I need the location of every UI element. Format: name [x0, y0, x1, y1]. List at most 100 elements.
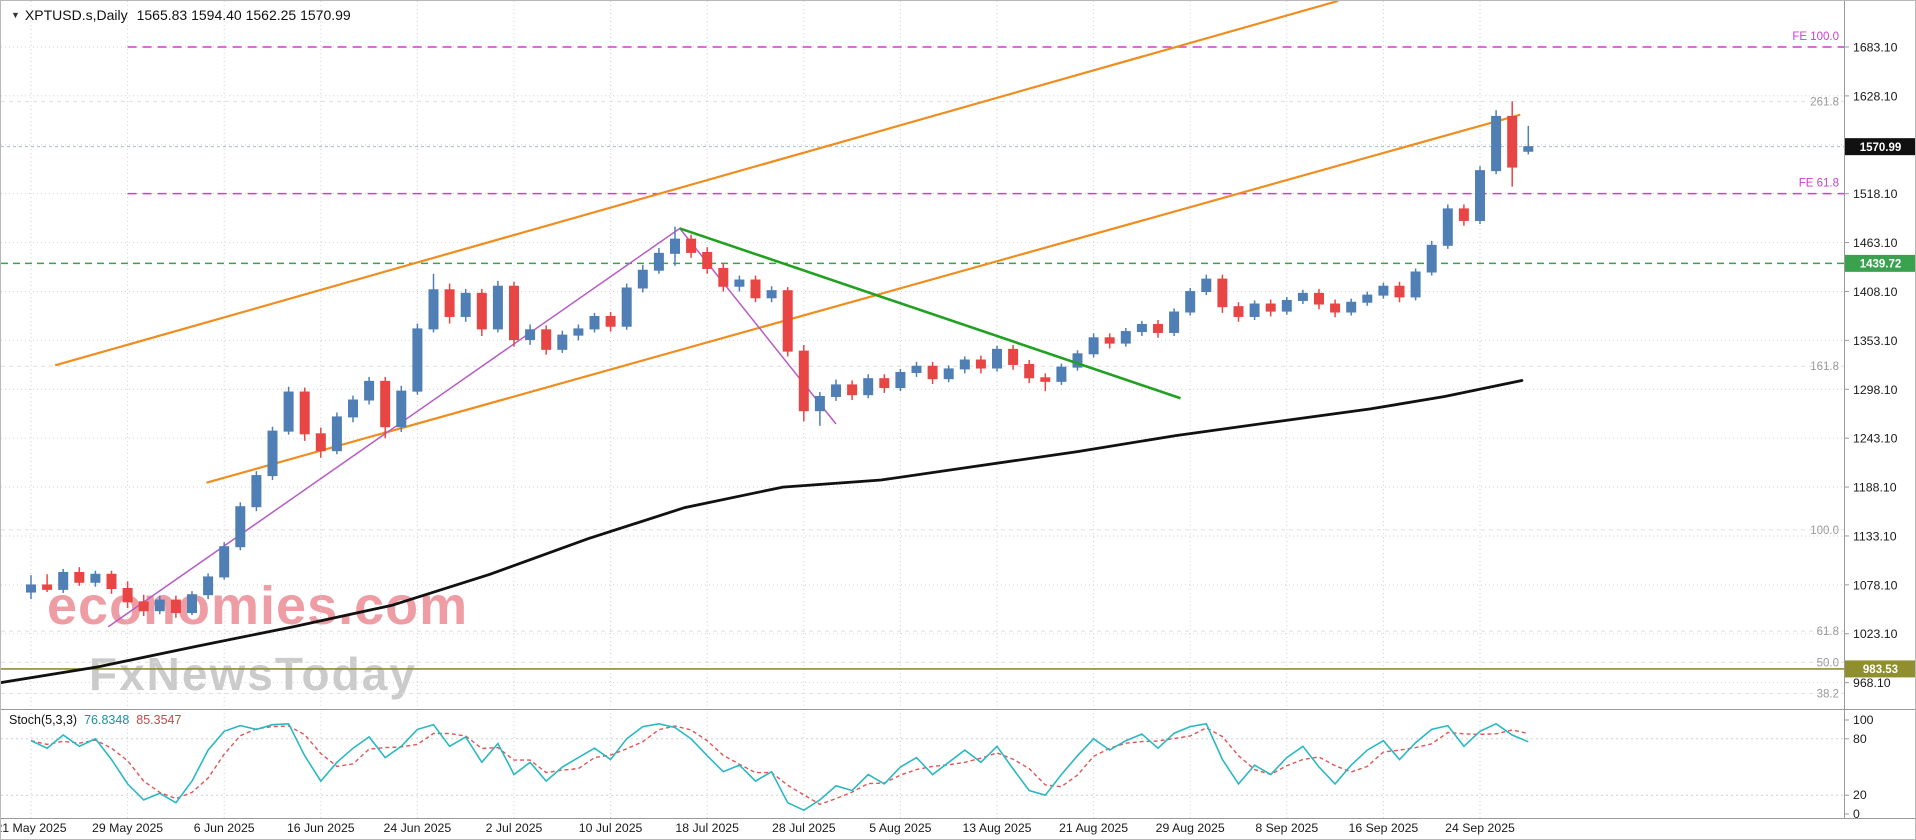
- candle: [460, 292, 471, 317]
- date-tick-label: 21 May 2025: [1, 821, 67, 835]
- candle: [1330, 303, 1341, 313]
- price-tick-label: 1518.10: [1853, 187, 1898, 201]
- stoch-k-value: 76.8348: [84, 713, 130, 727]
- candle: [1265, 303, 1276, 312]
- candle: [1475, 170, 1485, 221]
- price-tick-label: 1683.10: [1853, 41, 1898, 55]
- stochastic-indicator-label: Stoch(5,3,3) 76.8348 85.3547: [9, 713, 181, 727]
- candle: [1458, 208, 1469, 221]
- candle: [863, 378, 874, 396]
- candle: [90, 573, 101, 583]
- candle: [1185, 291, 1196, 313]
- candle: [1362, 294, 1373, 303]
- chevron-down-icon[interactable]: ▼: [11, 10, 20, 20]
- candle: [1394, 285, 1405, 298]
- candle: [315, 433, 326, 452]
- candle: [348, 399, 358, 418]
- price-tag: [1845, 660, 1915, 678]
- candle: [702, 251, 713, 269]
- stoch-tick-label: 100: [1853, 713, 1874, 727]
- candle: [1426, 244, 1437, 273]
- candle: [1491, 115, 1502, 172]
- stoch-tick-label: 80: [1853, 732, 1867, 746]
- price-tick-label: 1463.10: [1853, 236, 1898, 250]
- candle: [509, 285, 519, 341]
- candle: [26, 584, 36, 593]
- candle: [1523, 146, 1534, 152]
- date-tick-label: 2 Jul 2025: [486, 821, 543, 835]
- stoch-d-value: 85.3547: [136, 713, 182, 727]
- price-tick-label: 1353.10: [1853, 334, 1898, 348]
- candle: [235, 506, 246, 548]
- candle: [364, 380, 375, 401]
- candle: [267, 430, 278, 477]
- candle: [718, 267, 729, 287]
- price-tag: [1845, 254, 1915, 272]
- candle: [637, 269, 648, 289]
- candle: [959, 359, 970, 370]
- stoch-name: Stoch(5,3,3): [9, 713, 78, 727]
- candle: [412, 328, 423, 392]
- candle: [653, 252, 664, 271]
- stoch-tick-label: 0: [1853, 807, 1860, 821]
- candle: [573, 328, 584, 336]
- date-tick-label: 13 Aug 2025: [962, 821, 1031, 835]
- fe-level-label: FE 100.0: [1792, 31, 1839, 43]
- candle: [1120, 331, 1131, 344]
- symbol-timeframe-label: XPTUSD.s,Daily: [24, 7, 128, 23]
- date-tick-label: 6 Jun 2025: [194, 821, 255, 835]
- candle: [525, 329, 536, 341]
- candle: [396, 390, 407, 428]
- candle: [831, 384, 841, 397]
- candle: [170, 599, 181, 613]
- candle: [750, 279, 761, 299]
- fib-level-label: 100.0: [1810, 525, 1839, 537]
- date-tick-label: 5 Aug 2025: [869, 821, 931, 835]
- price-tick-label: 1408.10: [1853, 285, 1898, 299]
- candle: [782, 290, 793, 352]
- price-tag-label: 1439.72: [1860, 259, 1902, 271]
- candle: [992, 348, 1002, 369]
- candle: [1233, 306, 1244, 317]
- candle: [1088, 337, 1099, 355]
- price-tag: [1845, 138, 1915, 156]
- candle: [1314, 292, 1324, 305]
- price-tick-label: 1243.10: [1853, 432, 1898, 446]
- candle: [927, 365, 938, 380]
- candle: [1297, 292, 1308, 301]
- price-tag-label: 983.53: [1863, 664, 1898, 676]
- candle: [621, 287, 632, 327]
- candle: [798, 350, 809, 412]
- price-tick-label: 1133.10: [1853, 529, 1897, 543]
- candle: [589, 315, 600, 330]
- date-tick-label: 16 Sep 2025: [1349, 821, 1419, 835]
- date-tick-label: 29 Aug 2025: [1156, 821, 1225, 835]
- candle: [138, 601, 149, 612]
- candle: [557, 334, 568, 350]
- ohlc-values: 1565.83 1594.40 1562.25 1570.99: [136, 7, 351, 23]
- candle: [74, 571, 85, 583]
- candle: [1249, 303, 1260, 317]
- price-tick-label: 1298.10: [1853, 383, 1898, 397]
- candle: [766, 290, 777, 299]
- candle: [670, 238, 680, 254]
- candle: [1442, 208, 1453, 246]
- candle: [492, 285, 503, 330]
- candle: [380, 380, 391, 428]
- candle: [847, 384, 858, 396]
- candle: [541, 329, 552, 350]
- price-tick-label: 1188.10: [1853, 481, 1897, 495]
- fib-level-label: 50.0: [1817, 657, 1839, 669]
- candle: [1346, 301, 1357, 313]
- candle: [879, 378, 890, 389]
- date-tick-label: 16 Jun 2025: [287, 821, 355, 835]
- date-tick-label: 8 Sep 2025: [1255, 821, 1318, 835]
- candle: [975, 359, 986, 369]
- candle: [122, 587, 133, 603]
- price-tick-label: 968.10: [1853, 676, 1891, 690]
- date-tick-label: 24 Sep 2025: [1445, 821, 1515, 835]
- candle: [203, 576, 214, 596]
- candle: [1104, 337, 1115, 344]
- date-tick-label: 28 Jul 2025: [772, 821, 836, 835]
